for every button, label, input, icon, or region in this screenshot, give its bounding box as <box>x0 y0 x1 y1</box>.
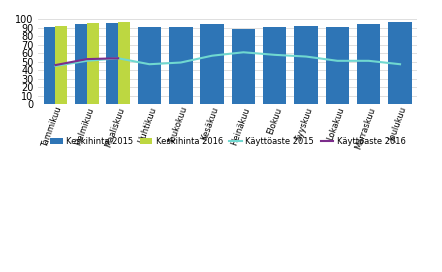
Bar <box>200 24 224 104</box>
Bar <box>294 26 318 104</box>
Bar <box>169 27 193 104</box>
Bar <box>389 22 412 104</box>
Bar <box>87 23 99 104</box>
Bar <box>357 24 381 104</box>
Bar <box>106 23 118 104</box>
Bar <box>263 27 286 104</box>
Bar <box>44 27 55 104</box>
Bar <box>232 29 255 104</box>
Bar <box>326 27 349 104</box>
Bar <box>75 24 87 104</box>
Bar <box>138 27 161 104</box>
Bar <box>55 26 67 104</box>
Bar <box>118 21 130 104</box>
Legend: Keskihinta 2015, Keskihinta 2016, Käyttöaste 2015, Käyttöaste 2016: Keskihinta 2015, Keskihinta 2016, Käyttö… <box>47 134 409 150</box>
